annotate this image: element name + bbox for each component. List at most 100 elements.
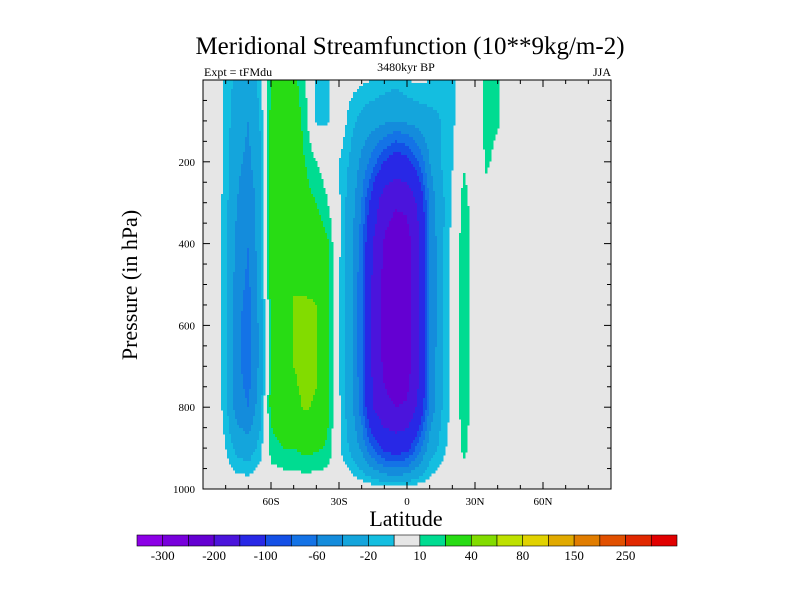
contour-cell — [221, 365, 228, 369]
contour-cell — [427, 404, 430, 408]
contour-cell — [341, 434, 348, 438]
contour-cell — [419, 296, 426, 300]
contour-cell — [347, 167, 360, 171]
contour-cell — [271, 419, 330, 423]
contour-cell — [267, 242, 270, 246]
contour-cell — [269, 152, 304, 156]
contour-cell — [421, 167, 426, 171]
contour-cell — [463, 185, 468, 189]
contour-cell — [221, 215, 228, 219]
contour-cell — [227, 233, 236, 237]
contour-cell — [369, 212, 378, 216]
contour-cell — [443, 266, 450, 270]
colorbar-label: -60 — [308, 548, 325, 563]
contour-cell — [365, 275, 372, 279]
contour-cell — [247, 404, 250, 408]
contour-cell — [257, 287, 262, 291]
contour-cell — [269, 164, 306, 168]
contour-cell — [425, 281, 428, 285]
contour-cell — [233, 356, 242, 360]
contour-cell — [383, 380, 410, 384]
contour-cell — [257, 272, 262, 276]
contour-cell — [429, 320, 438, 324]
contour-cell — [293, 362, 318, 366]
contour-cell — [425, 362, 428, 366]
contour-cell — [365, 215, 368, 219]
contour-cell — [261, 266, 264, 270]
contour-cell — [441, 137, 454, 141]
contour-cell — [229, 146, 246, 150]
contour-cell — [243, 374, 252, 378]
contour-cell — [425, 305, 428, 309]
contour-cell — [301, 113, 308, 117]
contour-cell — [249, 395, 258, 399]
contour-cell — [435, 356, 444, 360]
contour-cell — [317, 311, 330, 315]
contour-cell — [443, 326, 450, 330]
contour-cell — [233, 281, 246, 285]
contour-cell — [365, 296, 372, 300]
contour-cell — [307, 167, 320, 171]
contour-cell — [461, 227, 470, 231]
contour-cell — [221, 281, 228, 285]
contour-cell — [267, 290, 270, 294]
contour-cell — [383, 248, 412, 252]
contour-cell — [293, 320, 318, 324]
contour-cell — [483, 134, 496, 138]
contour-cell — [363, 389, 366, 393]
contour-cell — [247, 254, 250, 258]
contour-cell — [293, 317, 318, 321]
contour-cell — [435, 368, 444, 372]
contour-cell — [381, 338, 412, 342]
contour-cell — [441, 146, 454, 150]
contour-cell — [329, 392, 334, 396]
contour-cell — [365, 443, 372, 447]
contour-cell — [425, 290, 428, 294]
contour-cell — [371, 194, 382, 198]
contour-cell — [461, 428, 468, 432]
contour-cell — [221, 296, 228, 300]
colorbar-box — [419, 534, 446, 547]
contour-cell — [367, 167, 374, 171]
contour-cell — [315, 86, 330, 90]
contour-cell — [383, 254, 412, 258]
contour-cell — [363, 470, 380, 474]
contour-cell — [227, 383, 234, 387]
contour-cell — [365, 392, 374, 396]
contour-cell — [353, 413, 360, 417]
contour-cell — [381, 353, 412, 357]
contour-cell — [423, 194, 426, 198]
contour-cell — [317, 380, 330, 384]
contour-cell — [305, 158, 316, 162]
contour-cell — [359, 443, 366, 447]
contour-cell — [363, 269, 366, 273]
contour-cell — [345, 338, 354, 342]
contour-cell — [261, 275, 264, 279]
contour-cell — [401, 452, 414, 456]
contour-cell — [261, 173, 264, 177]
contour-cell — [303, 143, 312, 147]
contour-cell — [371, 176, 376, 180]
contour-cell — [237, 206, 256, 210]
contour-cell — [233, 323, 242, 327]
contour-cell — [365, 332, 372, 336]
contour-cell — [339, 293, 346, 297]
contour-cell — [425, 329, 428, 333]
contour-cell — [485, 167, 488, 171]
contour-cell — [307, 176, 322, 180]
contour-cell — [261, 164, 264, 168]
contour-cell — [371, 197, 380, 201]
contour-cell — [419, 272, 426, 276]
contour-cell — [419, 305, 426, 309]
contour-cell — [231, 119, 260, 123]
contour-cell — [297, 449, 320, 453]
contour-cell — [423, 134, 442, 138]
contour-cell — [485, 158, 492, 162]
contour-cell — [429, 368, 436, 372]
contour-cell — [461, 443, 468, 447]
contour-cell — [429, 224, 436, 228]
contour-cell — [437, 326, 444, 330]
contour-cell — [301, 395, 314, 399]
contour-cell — [269, 221, 324, 225]
contour-cell — [371, 356, 382, 360]
